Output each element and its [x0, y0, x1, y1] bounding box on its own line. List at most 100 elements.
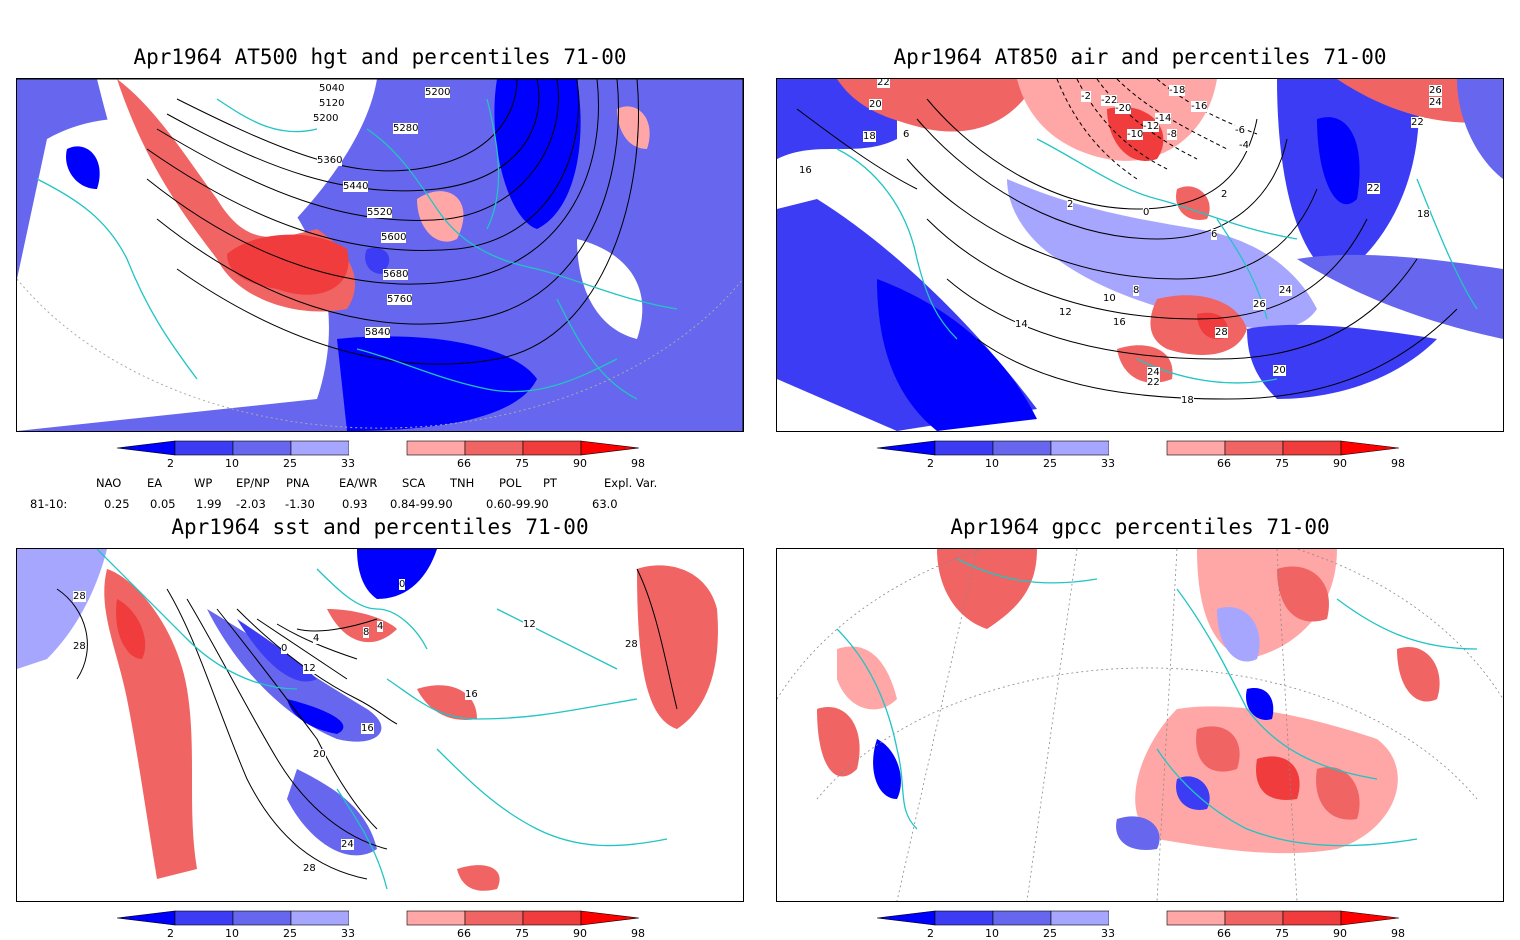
air-contour-label: 26 — [1253, 299, 1266, 310]
colorbar-tick-label: 10 — [225, 457, 239, 470]
air-contour-label: 18 — [1417, 209, 1430, 220]
air-panel-title: Apr1964 AT850 air and percentiles 71-00 — [893, 45, 1387, 69]
colorbar-swatch — [992, 910, 1052, 926]
colorbar-swatch — [876, 440, 936, 456]
colorbar-swatch — [1109, 441, 1167, 455]
colorbar-swatch — [876, 910, 936, 926]
colorbar-tick-label: 33 — [341, 927, 355, 940]
air-contour-label: 10 — [1103, 293, 1116, 304]
hgt-contour-label: 5520 — [367, 207, 393, 218]
sst-contour-label: 12 — [303, 663, 316, 674]
hgt-contour-label: 5680 — [383, 269, 409, 280]
sst-contour-label: 16 — [465, 689, 478, 700]
colorbar-tick-label: 10 — [985, 927, 999, 940]
index-value-ea: 0.05 — [150, 497, 176, 511]
hgt-contour-label: 5360 — [317, 155, 343, 166]
sst-contour-label: 4 — [377, 621, 384, 632]
colorbar-swatch — [1109, 911, 1167, 925]
air-contour-label: 22 — [877, 78, 890, 88]
air-map: 22 20 18 16 -18 -16 -14 -12 -10 -8 -6 -4… — [776, 78, 1504, 432]
colorbar-swatch — [1224, 910, 1284, 926]
hgt-map: 5040 5120 5200 5200 5280 5360 5440 5520 … — [16, 78, 744, 432]
colorbar-swatch — [232, 910, 292, 926]
colorbar-tick-label: 2 — [927, 927, 934, 940]
sst-contour-label: 28 — [625, 639, 638, 650]
air-coastlines — [836, 138, 1478, 384]
air-contour-label: 24 — [1429, 97, 1442, 108]
colorbar-tick-label: 66 — [457, 457, 471, 470]
colorbar-tick-label: 25 — [1043, 927, 1057, 940]
index-header-pna: PNA — [286, 476, 310, 490]
index-value-sca-tnh: 0.84-99.90 — [390, 497, 453, 511]
air-contour-label: -2 — [1081, 91, 1091, 102]
sst-map: 28 28 0 4 8 4 0 12 16 16 20 24 28 28 12 — [16, 548, 744, 902]
air-contour-label: 0 — [1143, 207, 1150, 218]
colorbar-tick-label: 10 — [985, 457, 999, 470]
colorbar-swatch — [116, 910, 176, 926]
colorbar-swatch — [934, 910, 994, 926]
colorbar-tick-label: 75 — [515, 457, 529, 470]
index-header-pol: POL — [499, 476, 522, 490]
air-contour-label: 22 — [1367, 183, 1380, 194]
sst-contour-label: 4 — [313, 633, 320, 644]
colorbar-swatch — [1166, 440, 1226, 456]
colorbar-tick-label: 98 — [1391, 457, 1405, 470]
colorbar-swatch — [290, 440, 350, 456]
colorbar-swatch — [934, 440, 994, 456]
colorbar-swatch — [1340, 910, 1400, 926]
index-header-wp: WP — [194, 476, 213, 490]
colorbar-swatches — [116, 440, 640, 456]
hgt-contour-label: 5040 — [319, 83, 345, 94]
air-contour-label: 18 — [1181, 395, 1194, 406]
air-contour-label: -4 — [1239, 140, 1249, 151]
gpcc-panel-title: Apr1964 gpcc percentiles 71-00 — [950, 515, 1330, 539]
hgt-contour-label: 5840 — [365, 327, 391, 338]
air-contour-label: 24 — [1279, 285, 1292, 296]
hgt-shading — [17, 79, 743, 431]
air-contour-label: 20 — [1273, 365, 1286, 376]
colorbar-swatch — [1282, 440, 1342, 456]
sst-contour-label: 28 — [303, 863, 316, 874]
sst-contour-label: 0 — [281, 643, 288, 654]
index-value-pna: -1.30 — [285, 497, 315, 511]
colorbar-tick-label: 75 — [1275, 457, 1289, 470]
hgt-contour-label: 5600 — [381, 232, 407, 243]
air-contour-label: -16 — [1191, 101, 1208, 112]
gpcc-map — [776, 548, 1504, 902]
air-contour-label: 6 — [1211, 229, 1218, 240]
gpcc-coastlines — [836, 558, 1478, 847]
colorbar-tick-label: 33 — [1101, 457, 1115, 470]
colorbar-swatch — [174, 440, 234, 456]
hgt-contour-label: 5120 — [319, 98, 345, 109]
colorbar-tick-label: 98 — [631, 927, 645, 940]
colorbar-tick-label: 2 — [167, 927, 174, 940]
colorbar-bottom-left: 2 10 25 33 66 75 90 98 — [116, 909, 645, 940]
colorbar-swatch — [1340, 440, 1400, 456]
index-header-sca: SCA — [402, 476, 426, 490]
colorbar-tick-label: 66 — [1217, 457, 1231, 470]
colorbar-swatch — [992, 440, 1052, 456]
sst-contour-label: 12 — [523, 619, 536, 630]
index-header-pt: PT — [543, 476, 557, 490]
colorbar-tick-label: 25 — [1043, 457, 1057, 470]
air-contour-label: 12 — [1059, 307, 1072, 318]
sst-shading — [17, 549, 743, 901]
hgt-contour-label: 5200 — [313, 113, 339, 124]
colorbar-top-right: 2 10 25 33 66 75 90 98 — [876, 439, 1405, 475]
colorbar-swatch — [1050, 440, 1110, 456]
hgt-contour-label: 5440 — [343, 181, 369, 192]
colorbar-swatch — [464, 440, 524, 456]
colorbar-swatch — [522, 440, 582, 456]
colorbar-tick-label: 2 — [167, 457, 174, 470]
index-row-label: 81-10: — [30, 497, 68, 511]
colorbar-tick-label: 75 — [1275, 927, 1289, 940]
colorbar-swatch — [1282, 910, 1342, 926]
colorbar-swatch — [1050, 910, 1110, 926]
colorbar-top-left: 2 10 25 33 66 75 90 98 — [116, 439, 645, 475]
air-contour-label: 8 — [1133, 285, 1140, 296]
index-header-tnh: TNH — [450, 476, 475, 490]
colorbar-swatch — [1224, 440, 1284, 456]
index-header-nao: NAO — [96, 476, 122, 490]
hgt-contours — [146, 79, 639, 365]
air-contour-label: 20 — [869, 99, 882, 110]
